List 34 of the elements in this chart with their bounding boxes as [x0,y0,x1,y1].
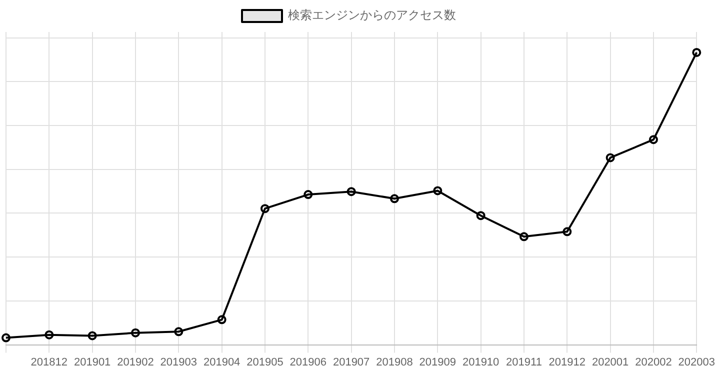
x-tick-label: 201908 [376,356,413,368]
x-tick-label: 201907 [332,356,370,368]
point [88,331,97,340]
x-tick-label: 202003 [678,356,716,368]
point [260,204,270,214]
x-tick-label: 201910 [462,356,500,368]
point [346,187,356,196]
x-tick-label: 201904 [203,356,240,368]
x-tick-label: 201906 [290,356,327,368]
point [562,227,572,236]
point [519,232,528,242]
x-tick-label: 201901 [74,356,111,368]
x-tick-label: 201812 [30,356,68,368]
point [433,186,442,196]
x-tick-label: 201902 [117,356,154,368]
legend-label: 検索エンジンからのアクセス数 [288,8,456,22]
point [174,327,184,336]
x-tick-label: 202001 [592,356,629,368]
point [390,194,399,204]
x-tick-label: 201912 [548,356,586,368]
point [304,190,313,200]
point [44,330,54,340]
x-tick-label: 201911 [506,356,542,368]
x-tick-label: 202002 [635,356,672,368]
point [606,153,615,162]
point [2,333,10,342]
x-tick-label: 201905 [246,356,284,368]
point [476,211,486,220]
point [130,328,140,338]
point [217,315,226,324]
point [648,135,658,144]
point [692,48,702,57]
x-tick-label: 201909 [419,356,456,368]
x-tick-label: 201903 [160,356,198,368]
